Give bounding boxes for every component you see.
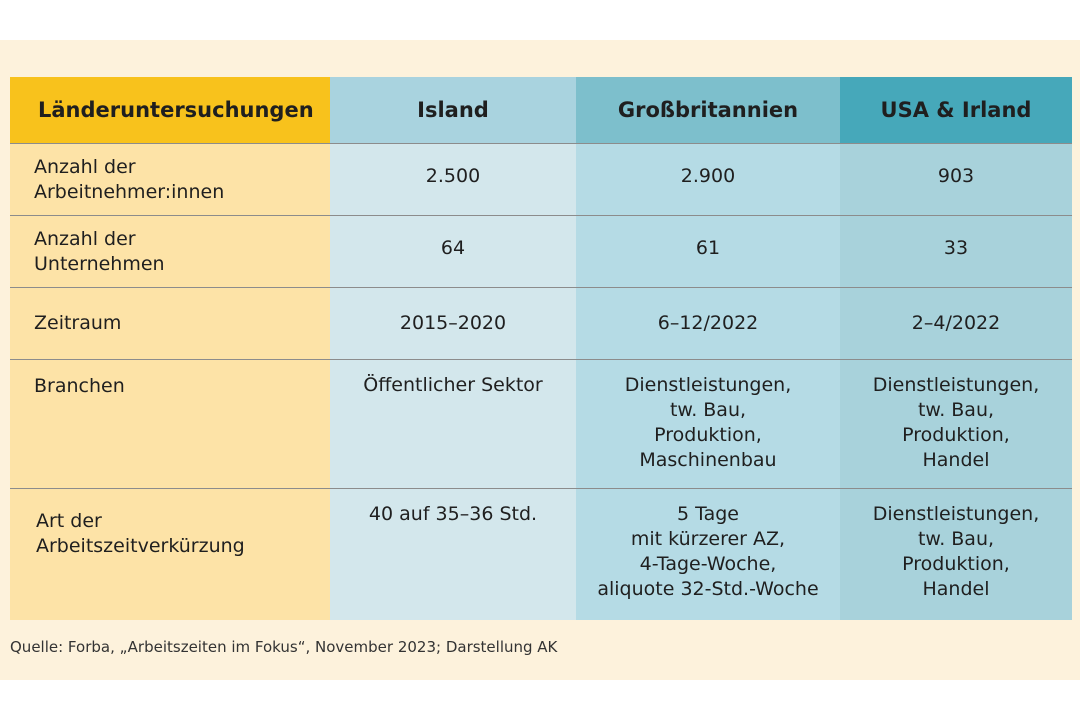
cell-usa-unternehmen: 33 xyxy=(840,216,1072,288)
source-note: Quelle: Forba, „Arbeitszeiten im Fokus“,… xyxy=(10,638,558,656)
cell-island-zeitraum: 2015–2020 xyxy=(330,288,576,360)
cell-island-unternehmen: 64 xyxy=(330,216,576,288)
cell-usa-arbeitszeitverkuerzung: Dienstleistungen, tw. Bau, Produktion, H… xyxy=(840,489,1072,620)
cell-island-branchen: Öffentlicher Sektor xyxy=(330,360,576,489)
row-label-arbeitszeitverkuerzung: Art der Arbeitszeitverkürzung xyxy=(10,489,330,620)
row-label-branchen: Branchen xyxy=(10,360,330,489)
cell-gb-unternehmen: 61 xyxy=(576,216,840,288)
cell-island-arbeitszeitverkuerzung: 40 auf 35–36 Std. xyxy=(330,489,576,620)
cell-usa-zeitraum: 2–4/2022 xyxy=(840,288,1072,360)
cell-usa-arbeitnehmer: 903 xyxy=(840,144,1072,216)
header-grossbritannien: Großbritannien xyxy=(576,77,840,144)
cell-gb-zeitraum: 6–12/2022 xyxy=(576,288,840,360)
cell-gb-arbeitszeitverkuerzung: 5 Tage mit kürzerer AZ, 4-Tage-Woche, al… xyxy=(576,489,840,620)
cell-island-arbeitnehmer: 2.500 xyxy=(330,144,576,216)
header-label-column: Länderuntersuchungen xyxy=(10,77,330,144)
header-usa-irland: USA & Irland xyxy=(840,77,1072,144)
row-label-arbeitnehmer: Anzahl der Arbeitnehmer:innen xyxy=(10,144,330,216)
cell-gb-arbeitnehmer: 2.900 xyxy=(576,144,840,216)
cell-gb-branchen: Dienstleistungen, tw. Bau, Produktion, M… xyxy=(576,360,840,489)
row-label-unternehmen: Anzahl der Unternehmen xyxy=(10,216,330,288)
header-island: Island xyxy=(330,77,576,144)
cell-usa-branchen: Dienstleistungen, tw. Bau, Produktion, H… xyxy=(840,360,1072,489)
comparison-table: Länderuntersuchungen Island Großbritanni… xyxy=(10,77,1072,620)
row-label-zeitraum: Zeitraum xyxy=(10,288,330,360)
